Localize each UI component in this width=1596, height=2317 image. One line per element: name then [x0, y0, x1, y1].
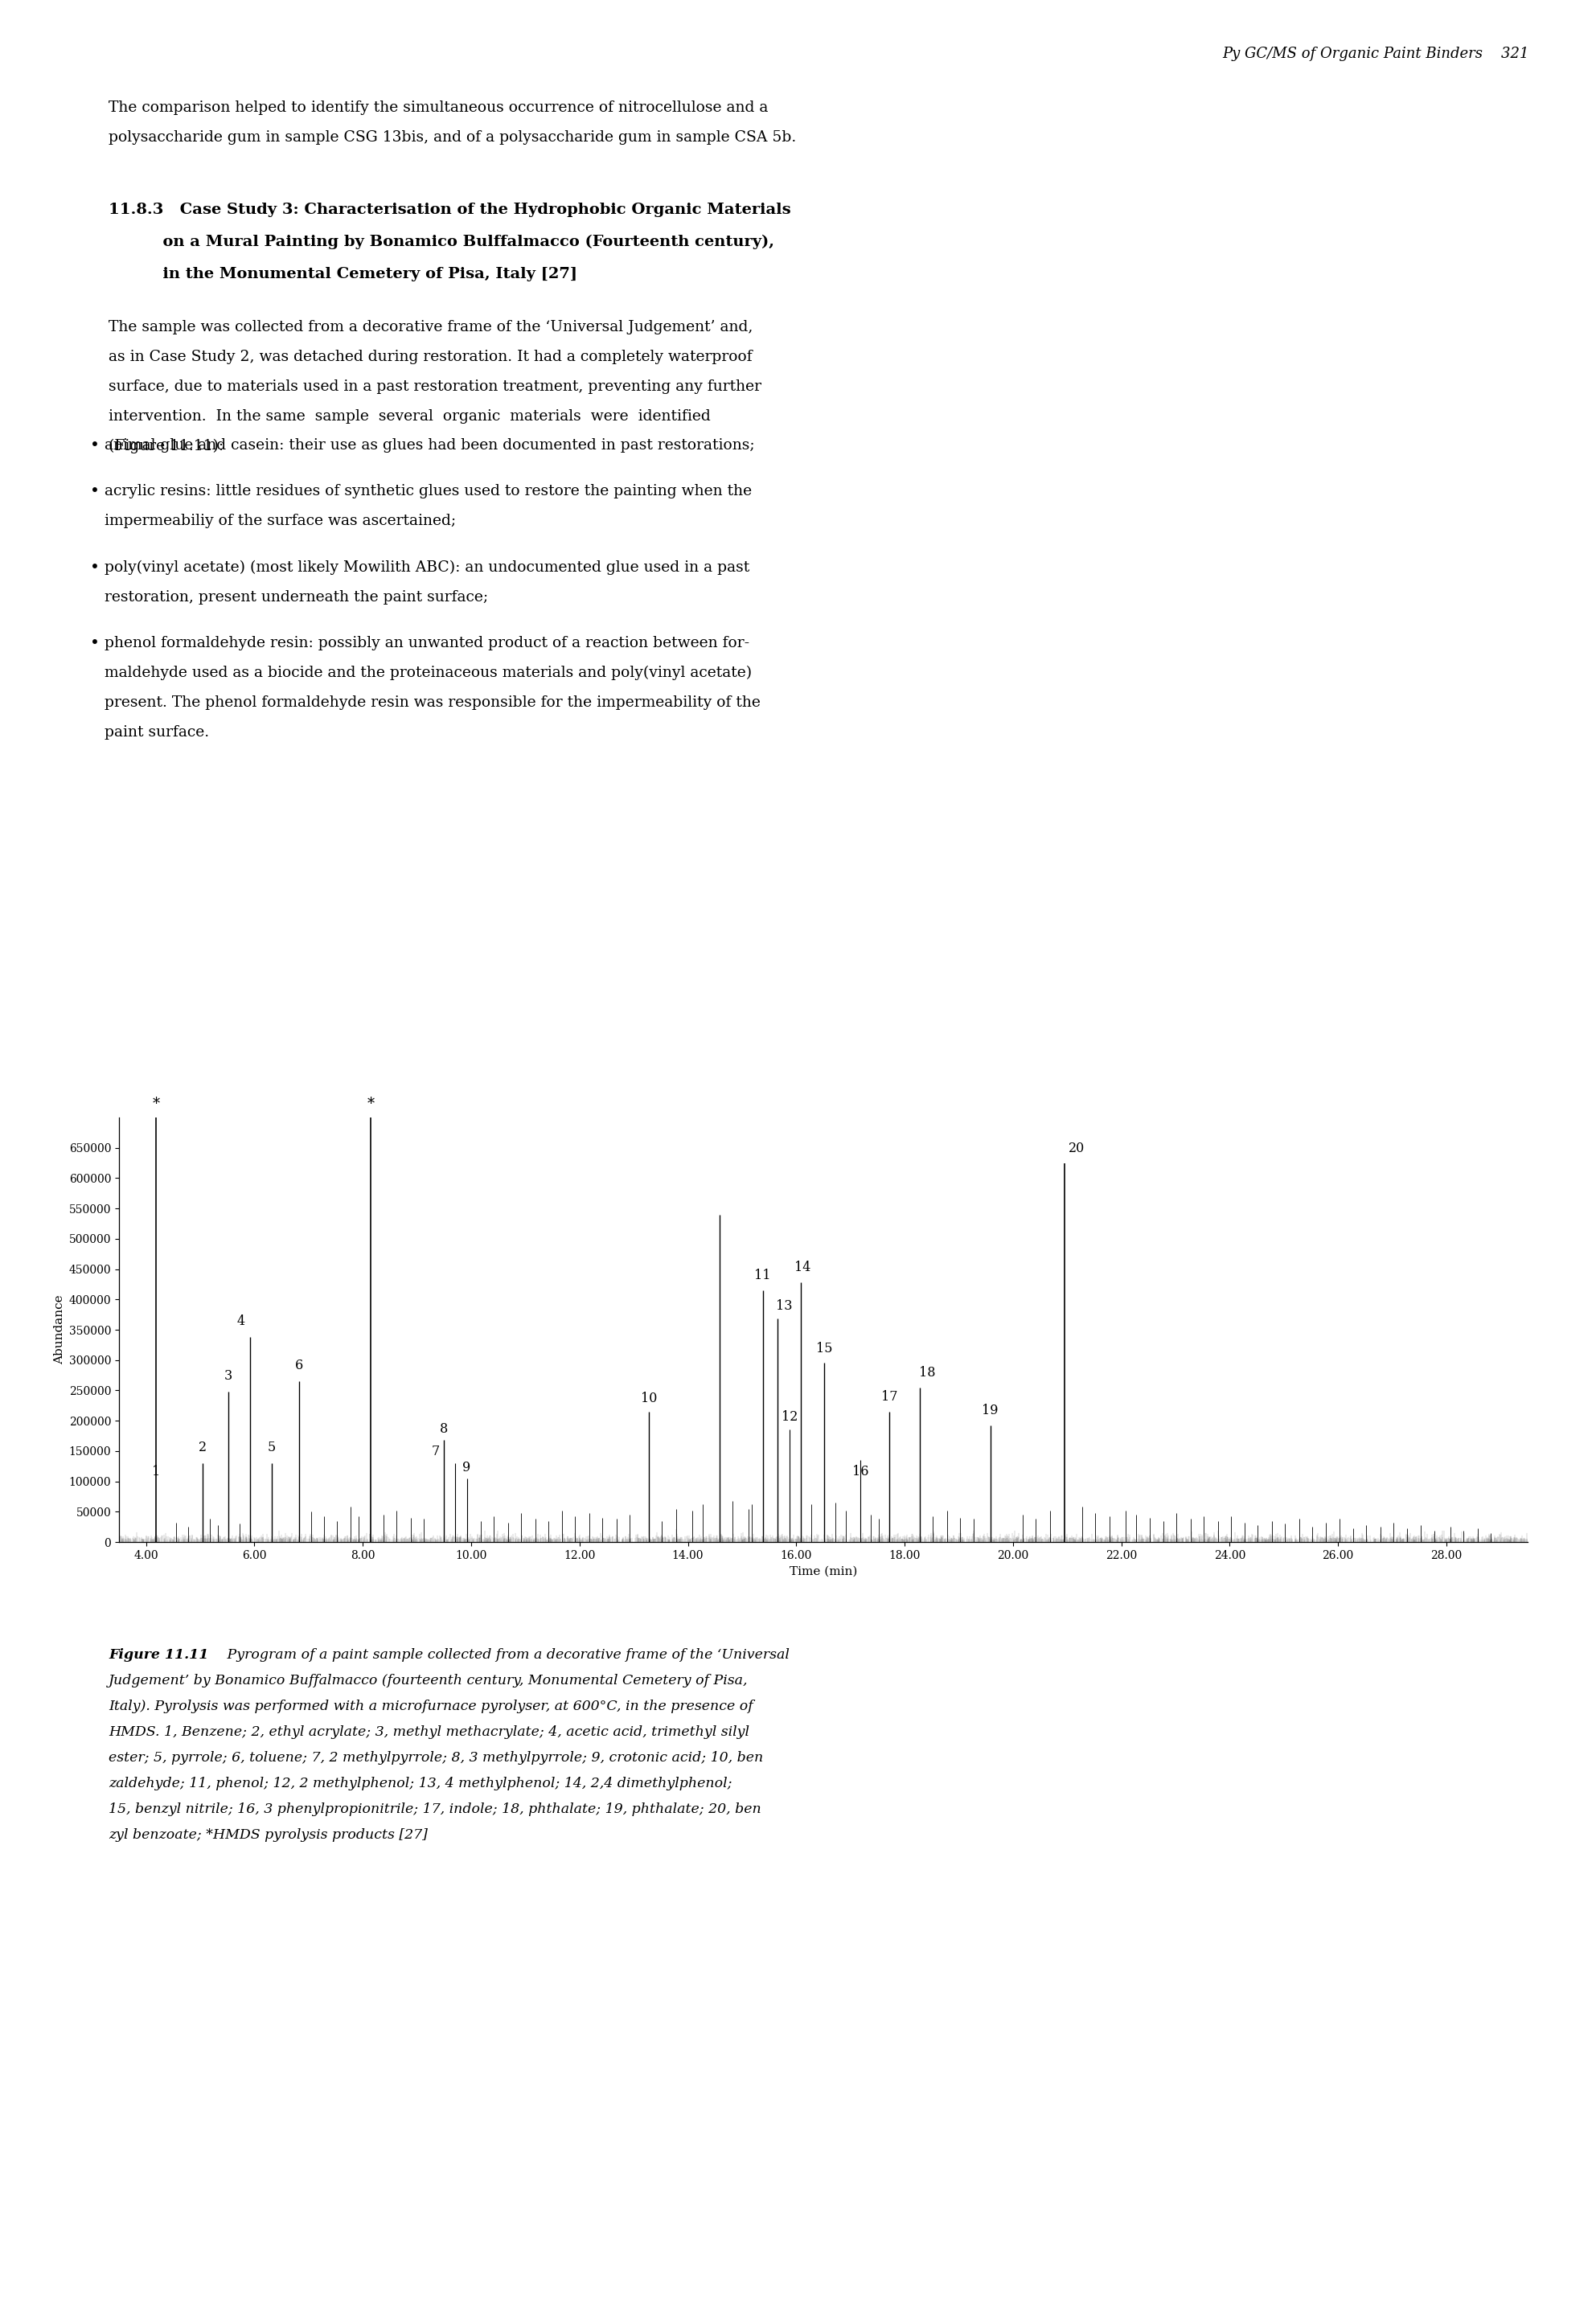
Text: 8: 8	[440, 1423, 448, 1437]
Text: intervention.  In the same  sample  several  organic  materials  were  identifie: intervention. In the same sample several…	[109, 410, 710, 424]
Text: Figure 11.11: Figure 11.11	[109, 1647, 209, 1661]
Text: zaldehyde; 11, phenol; 12, 2 methylphenol; 13, 4 methylphenol; 14, 2,4 dimethylp: zaldehyde; 11, phenol; 12, 2 methylpheno…	[109, 1777, 733, 1791]
Text: 12: 12	[782, 1411, 798, 1423]
Text: on a Mural Painting by Bonamico Bulffalmacco (Fourteenth century),: on a Mural Painting by Bonamico Bulffalm…	[109, 234, 774, 250]
Text: paint surface.: paint surface.	[104, 725, 209, 739]
Text: animal glue and casein: their use as glues had been documented in past restorati: animal glue and casein: their use as glu…	[104, 438, 755, 452]
Text: acrylic resins: little residues of synthetic glues used to restore the painting : acrylic resins: little residues of synth…	[104, 484, 752, 498]
Text: poly(vinyl acetate) (most likely Mowilith ABC): an undocumented glue used in a p: poly(vinyl acetate) (most likely Mowilit…	[104, 561, 750, 575]
Text: 15, benzyl nitrile; 16, 3 phenylpropionitrile; 17, indole; 18, phthalate; 19, ph: 15, benzyl nitrile; 16, 3 phenylpropioni…	[109, 1803, 761, 1817]
Text: •: •	[89, 484, 99, 500]
Text: HMDS. 1, Benzene; 2, ethyl acrylate; 3, methyl methacrylate; 4, acetic acid, tri: HMDS. 1, Benzene; 2, ethyl acrylate; 3, …	[109, 1726, 750, 1740]
Y-axis label: Abundance: Abundance	[54, 1295, 65, 1365]
Text: restoration, present underneath the paint surface;: restoration, present underneath the pain…	[104, 591, 488, 605]
Text: phenol formaldehyde resin: possibly an unwanted product of a reaction between fo: phenol formaldehyde resin: possibly an u…	[104, 635, 750, 651]
Text: 11.8.3   Case Study 3: Characterisation of the Hydrophobic Organic Materials: 11.8.3 Case Study 3: Characterisation of…	[109, 202, 792, 218]
Text: 1: 1	[152, 1464, 160, 1478]
Text: The sample was collected from a decorative frame of the ‘Universal Judgement’ an: The sample was collected from a decorati…	[109, 320, 753, 334]
Text: 18: 18	[919, 1365, 935, 1379]
Text: as in Case Study 2, was detached during restoration. It had a completely waterpr: as in Case Study 2, was detached during …	[109, 350, 752, 364]
Text: •: •	[89, 561, 99, 575]
Text: Pyrogram of a paint sample collected from a decorative frame of the ‘Universal: Pyrogram of a paint sample collected fro…	[214, 1647, 790, 1661]
Text: maldehyde used as a biocide and the proteinaceous materials and poly(vinyl aceta: maldehyde used as a biocide and the prot…	[104, 665, 752, 681]
Text: present. The phenol formaldehyde resin was responsible for the impermeability of: present. The phenol formaldehyde resin w…	[104, 695, 761, 709]
Text: in the Monumental Cemetery of Pisa, Italy [27]: in the Monumental Cemetery of Pisa, Ital…	[109, 266, 578, 280]
Text: 10: 10	[640, 1393, 658, 1406]
Text: 6: 6	[295, 1358, 303, 1372]
Text: •: •	[89, 438, 99, 454]
Text: 5: 5	[268, 1441, 276, 1455]
Text: impermeabiliy of the surface was ascertained;: impermeabiliy of the surface was ascerta…	[104, 514, 456, 528]
Text: 17: 17	[881, 1390, 897, 1404]
Text: 11: 11	[755, 1270, 771, 1281]
Text: Italy). Pyrolysis was performed with a microfurnace pyrolyser, at 600°C, in the : Italy). Pyrolysis was performed with a m…	[109, 1701, 753, 1712]
X-axis label: Time (min): Time (min)	[790, 1566, 857, 1578]
Text: 15: 15	[816, 1342, 833, 1355]
Text: 14: 14	[795, 1260, 811, 1274]
Text: ester; 5, pyrrole; 6, toluene; 7, 2 methylpyrrole; 8, 3 methylpyrrole; 9, croton: ester; 5, pyrrole; 6, toluene; 7, 2 meth…	[109, 1752, 763, 1766]
Text: •: •	[89, 635, 99, 651]
Text: 13: 13	[776, 1300, 793, 1314]
Text: 7: 7	[433, 1443, 440, 1457]
Text: 2: 2	[200, 1441, 207, 1455]
Text: polysaccharide gum in sample CSG 13bis, and of a polysaccharide gum in sample CS: polysaccharide gum in sample CSG 13bis, …	[109, 130, 796, 144]
Text: 4: 4	[236, 1314, 244, 1328]
Text: 20: 20	[1069, 1142, 1085, 1156]
Text: 19: 19	[982, 1404, 999, 1418]
Text: *: *	[152, 1096, 160, 1112]
Text: 16: 16	[852, 1464, 868, 1478]
Text: Py GC/MS of Organic Paint Binders    321: Py GC/MS of Organic Paint Binders 321	[1223, 46, 1529, 60]
Text: surface, due to materials used in a past restoration treatment, preventing any f: surface, due to materials used in a past…	[109, 380, 761, 394]
Text: Judgement’ by Bonamico Buffalmacco (fourteenth century, Monumental Cemetery of P: Judgement’ by Bonamico Buffalmacco (four…	[109, 1673, 749, 1687]
Text: *: *	[367, 1096, 375, 1112]
Text: (Figure 11.11):: (Figure 11.11):	[109, 438, 223, 454]
Text: zyl benzoate; *HMDS pyrolysis products [27]: zyl benzoate; *HMDS pyrolysis products […	[109, 1828, 428, 1842]
Text: 3: 3	[225, 1369, 233, 1383]
Text: 9: 9	[463, 1460, 471, 1474]
Text: The comparison helped to identify the simultaneous occurrence of nitrocellulose : The comparison helped to identify the si…	[109, 100, 768, 116]
